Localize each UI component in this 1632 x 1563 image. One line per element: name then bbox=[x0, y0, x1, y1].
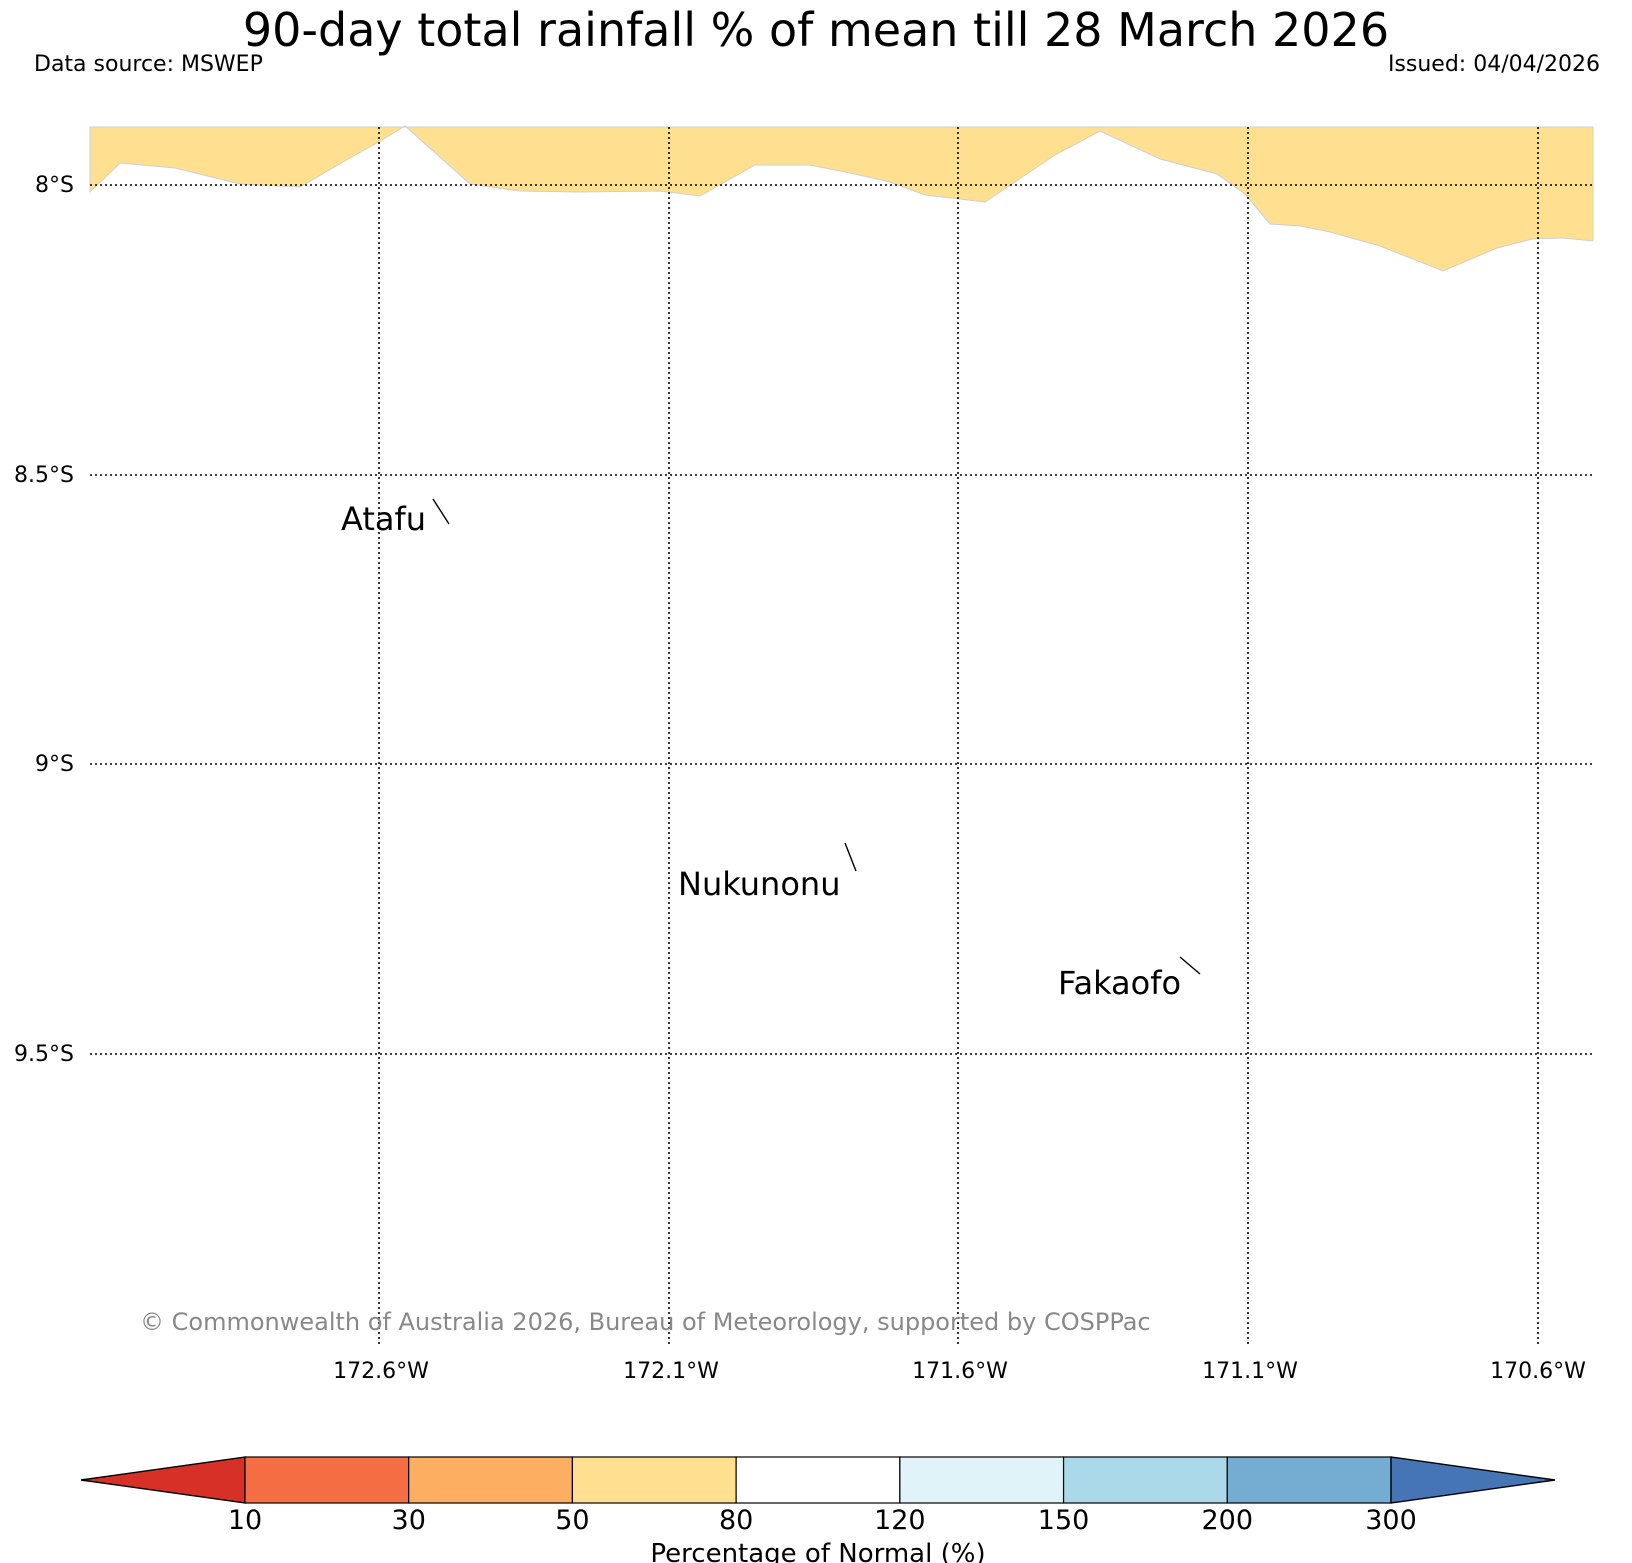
lat-label-8-5s: 8.5°S bbox=[14, 463, 74, 488]
colorbar-bin-10-30 bbox=[244, 1456, 410, 1504]
data-source-label: Data source: MSWEP bbox=[34, 52, 263, 77]
figure-title: 90-day total rainfall % of mean till 28 … bbox=[243, 3, 1389, 57]
issued-date-label: Issued: 04/04/2026 bbox=[1388, 52, 1600, 77]
colorbar-bin-150-200 bbox=[1062, 1456, 1228, 1504]
colorbar-tick-labels: 10 30 50 80 120 150 200 300 bbox=[228, 1505, 1417, 1536]
colorbar: 10 30 50 80 120 150 200 300 Percentage of Norma… bbox=[80, 1456, 1556, 1563]
fakaofo-atoll-outline bbox=[1179, 956, 1201, 975]
nukunonu-atoll-outline bbox=[844, 842, 857, 872]
lon-label-171-6w: 171.6°W bbox=[912, 1359, 1008, 1384]
colorbar-tick-120: 120 bbox=[874, 1505, 926, 1536]
colorbar-bin-200-300 bbox=[1226, 1456, 1392, 1504]
lat-label-9s: 9°S bbox=[35, 752, 74, 777]
colorbar-tick-80: 80 bbox=[719, 1505, 753, 1536]
copyright-notice: © Commonwealth of Australia 2026, Bureau… bbox=[140, 1308, 1151, 1336]
colorbar-tick-30: 30 bbox=[392, 1505, 426, 1536]
place-label-atafu: Atafu bbox=[341, 500, 426, 538]
lon-label-170-6w: 170.6°W bbox=[1490, 1359, 1586, 1384]
colorbar-tick-200: 200 bbox=[1202, 1505, 1254, 1536]
place-label-fakaofo: Fakaofo bbox=[1058, 964, 1181, 1002]
atafu-atoll-outline bbox=[432, 498, 450, 525]
atoll-coastlines bbox=[432, 498, 1201, 975]
colorbar-bin-120-150 bbox=[899, 1456, 1065, 1504]
lon-label-172-6w: 172.6°W bbox=[333, 1359, 429, 1384]
colorbar-tick-10: 10 bbox=[228, 1505, 262, 1536]
colorbar-title: Percentage of Normal (%) bbox=[650, 1539, 985, 1563]
lon-label-172-1w: 172.1°W bbox=[623, 1359, 719, 1384]
rainfall-shaded-band-50-80 bbox=[89, 125, 1594, 272]
lat-label-8s: 8°S bbox=[35, 173, 74, 198]
colorbar-bin-50-80 bbox=[571, 1456, 737, 1504]
latitude-gridlines bbox=[90, 184, 1593, 1055]
colorbar-bin-30-50 bbox=[408, 1456, 574, 1504]
colorbar-over-arrow bbox=[1390, 1456, 1556, 1504]
colorbar-under-arrow bbox=[80, 1456, 246, 1504]
longitude-gridlines bbox=[378, 127, 1539, 1345]
lat-label-9-5s: 9.5°S bbox=[14, 1042, 74, 1067]
place-label-nukunonu: Nukunonu bbox=[678, 865, 840, 903]
colorbar-bins bbox=[244, 1456, 1392, 1504]
colorbar-tick-300: 300 bbox=[1365, 1505, 1417, 1536]
map-panel: 8°S 8.5°S 9°S 9.5°S 172.6°W 172.1°W 171.… bbox=[14, 125, 1594, 1384]
colorbar-bin-80-120 bbox=[735, 1456, 901, 1504]
map-background bbox=[90, 127, 1593, 1357]
colorbar-tick-150: 150 bbox=[1038, 1505, 1090, 1536]
colorbar-tick-50: 50 bbox=[555, 1505, 589, 1536]
lon-label-171-1w: 171.1°W bbox=[1202, 1359, 1298, 1384]
